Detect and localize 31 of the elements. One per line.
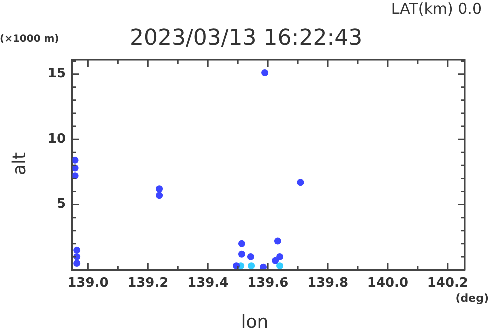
x-tick-label: 139.0 [68, 276, 109, 292]
x-tick-label: 139.8 [307, 276, 349, 292]
x-tick-label: 140.0 [367, 276, 409, 292]
point [276, 253, 284, 260]
y-axis-title: alt [10, 152, 30, 176]
point [74, 260, 81, 267]
text: (×1000 m) [0, 34, 60, 45]
chart-title: 2023/03/13 16:22:43 [130, 26, 363, 51]
point [156, 192, 164, 200]
x-tick-label: 139.2 [128, 276, 169, 292]
text: (deg) [456, 292, 489, 305]
point [274, 238, 282, 245]
point [247, 253, 254, 260]
point [238, 250, 246, 258]
point [262, 70, 269, 77]
x-tick-label: 139.4 [188, 276, 229, 292]
point [74, 246, 81, 254]
x-tick-label: 139.6 [247, 276, 289, 292]
point [156, 186, 164, 193]
point [248, 262, 256, 270]
point [297, 179, 304, 186]
x-tick-label: 140.2 [427, 276, 468, 292]
point [238, 240, 246, 248]
x-axis-title: lon [241, 312, 269, 331]
text: LAT(km) 0.0 [391, 0, 482, 18]
point [272, 257, 280, 264]
point [260, 264, 268, 270]
y-tick-label: 15 [48, 66, 66, 82]
y-tick-label: 5 [56, 197, 66, 212]
point [276, 262, 284, 270]
y-tick-label: 10 [48, 132, 66, 147]
